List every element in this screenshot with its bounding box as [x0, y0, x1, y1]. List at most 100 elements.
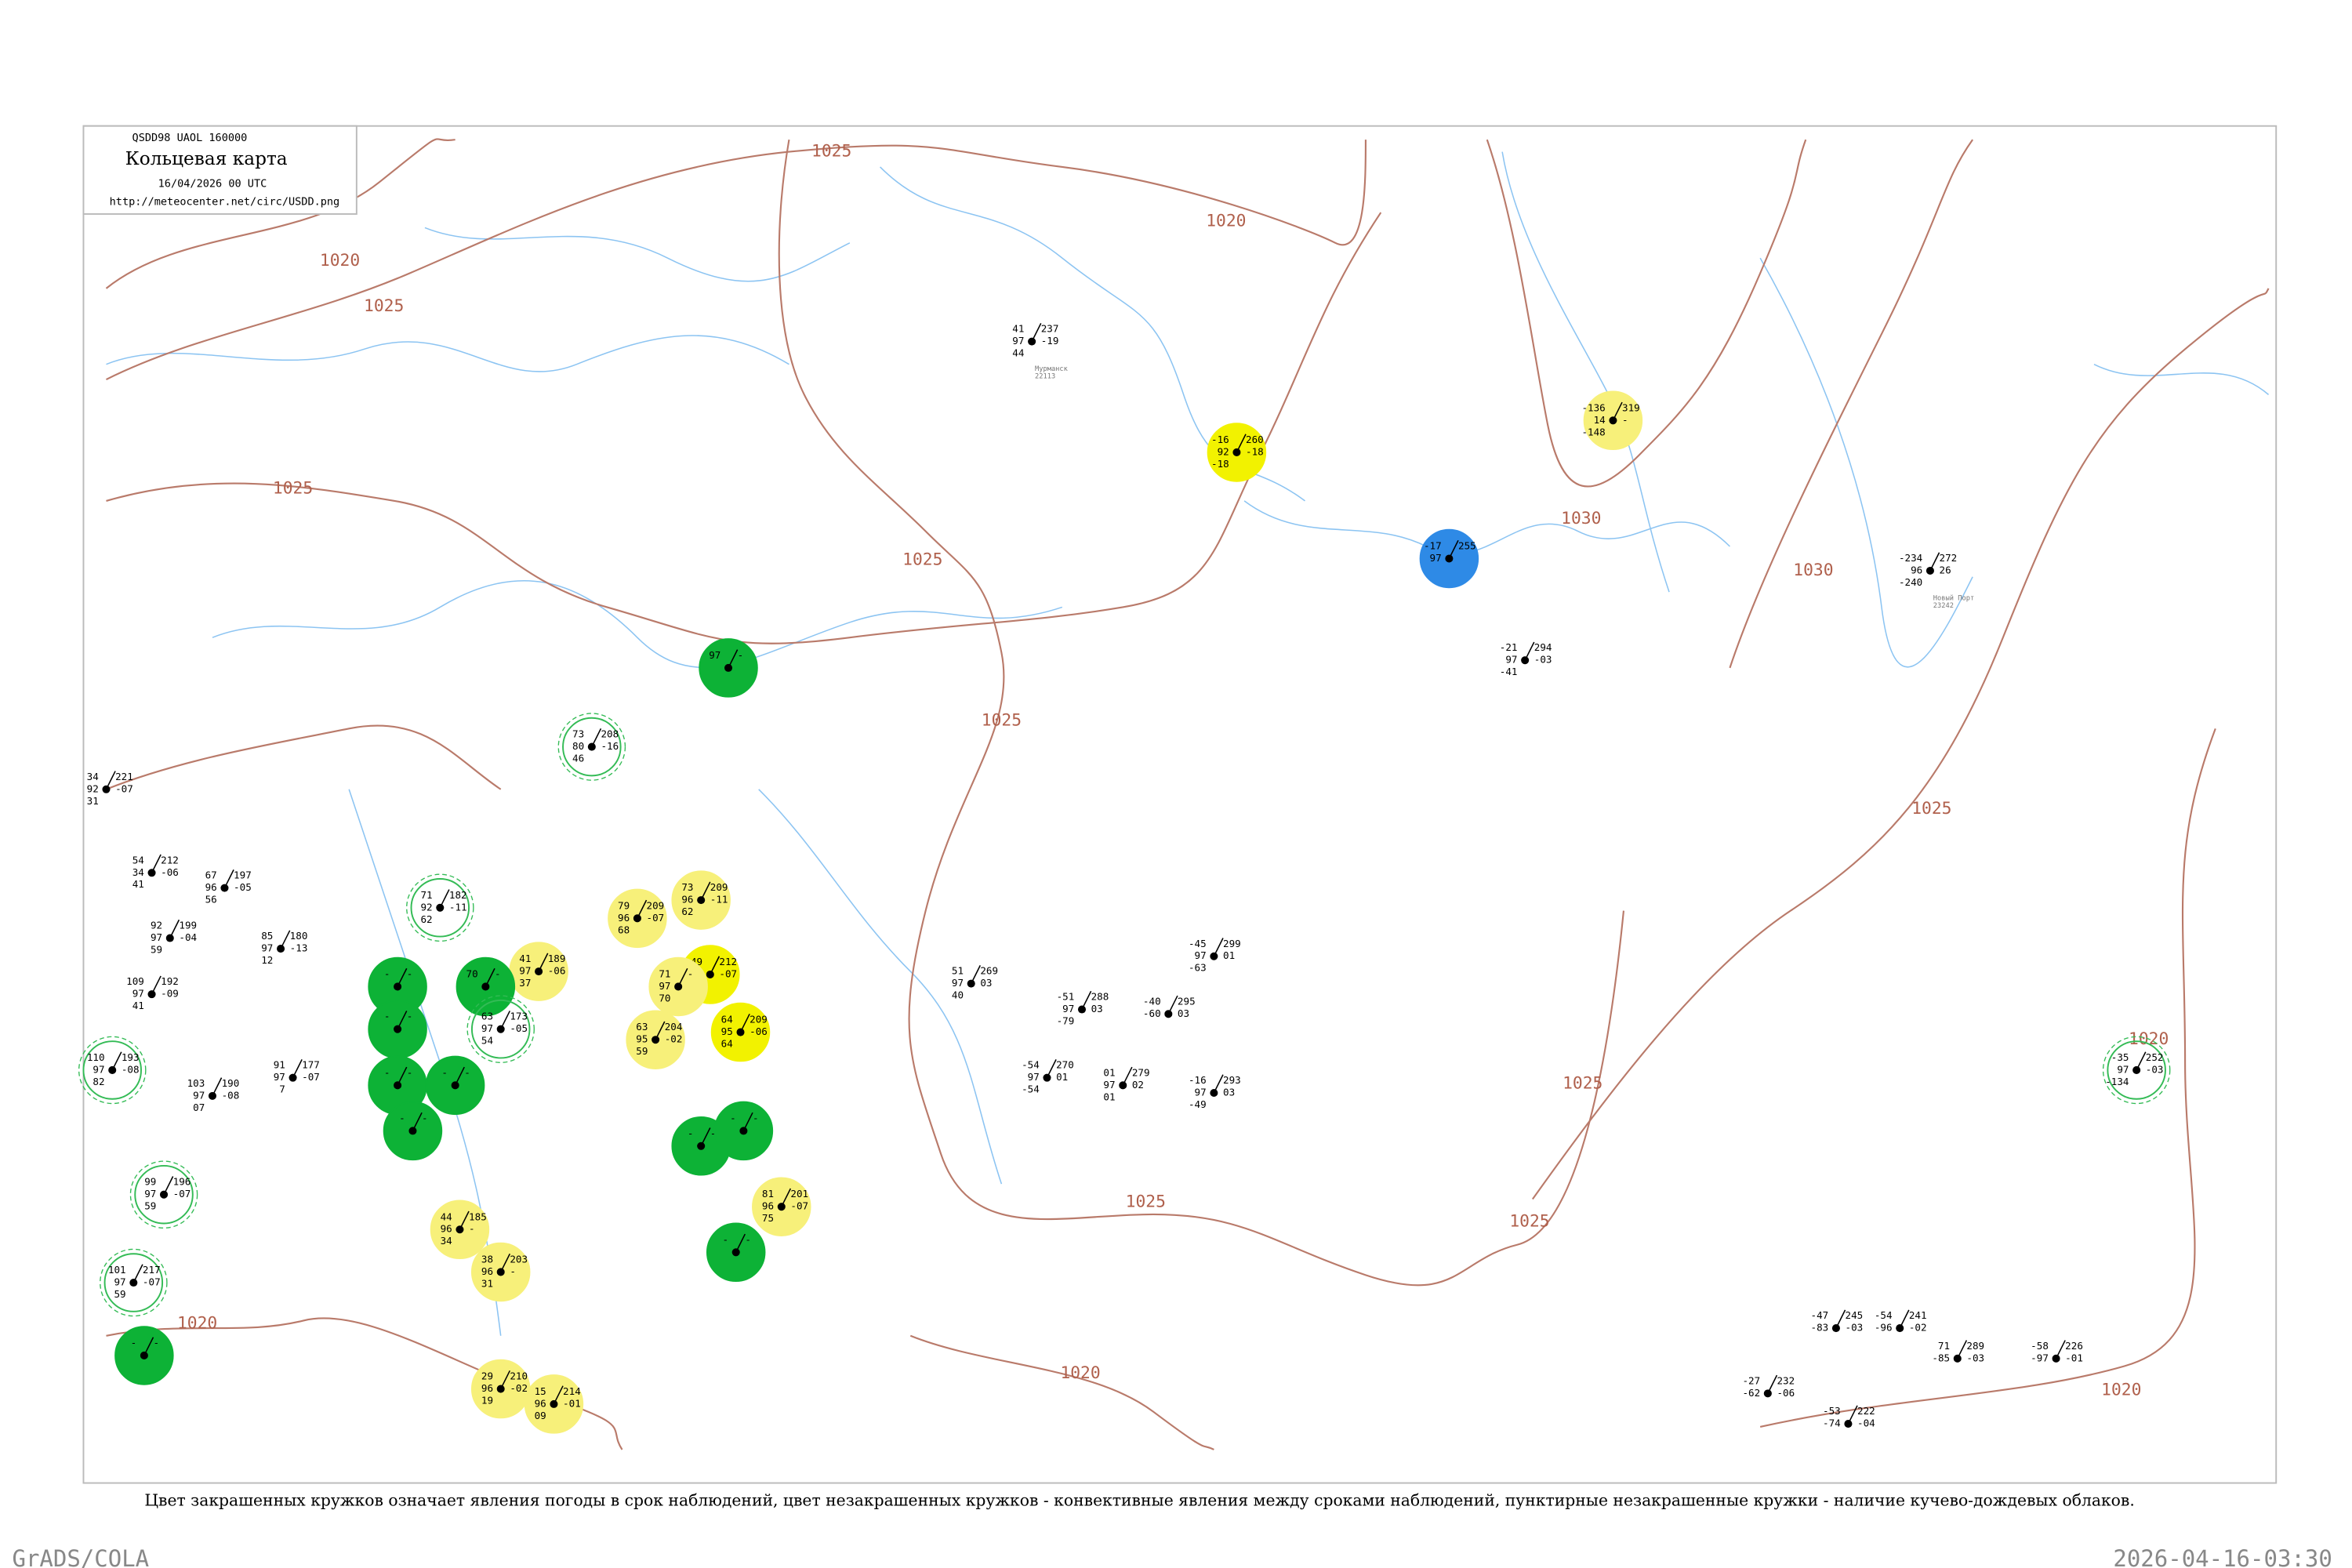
wind-barb: [500, 1011, 511, 1030]
wind-barb: [739, 1013, 750, 1033]
station-left-value: -234: [1899, 552, 1922, 564]
station-left-value: -60: [1143, 1007, 1161, 1019]
station-right-value: 288: [1091, 991, 1109, 1003]
station-right-value: 222: [1857, 1405, 1875, 1417]
wind-barb: [742, 1112, 753, 1131]
station-right-value: 260: [1246, 434, 1264, 445]
station-dot: [1896, 1324, 1904, 1333]
station-left-value: 96: [535, 1397, 546, 1409]
wind-barb: [397, 1011, 408, 1030]
station-left-value: 96: [481, 1265, 493, 1277]
wind-barb: [700, 881, 711, 901]
station-left-value: 97: [274, 1071, 285, 1083]
station-right-value: 03: [1178, 1007, 1189, 1019]
station-ring: [134, 1164, 194, 1225]
station-left-value: 110: [87, 1051, 105, 1063]
station-left-value: -: [384, 1066, 390, 1078]
station-right-value: -07: [143, 1276, 161, 1288]
wind-barb: [1213, 1074, 1224, 1094]
station-right-value: -: [407, 967, 413, 979]
station-dot: [496, 1268, 505, 1276]
isobar-label: 1030: [1793, 561, 1833, 580]
station-left-value: 97: [2117, 1063, 2129, 1075]
isobar-labels: 1025 1025 1025 1025 1025 1025 1025 1025 …: [177, 142, 2169, 1400]
station-left-value: 37: [519, 977, 531, 989]
wind-barb: [397, 967, 408, 987]
station: --: [368, 999, 427, 1059]
station-right-value: -02: [1909, 1322, 1927, 1334]
station-left-value: 96: [1911, 564, 1922, 575]
station-dot: [129, 1278, 138, 1287]
station-right-value: -07: [115, 782, 133, 794]
station-ring-dashed: [78, 1036, 147, 1105]
station-left-value: 63: [636, 1021, 648, 1033]
station-left-value: 97: [261, 942, 273, 954]
station-left-value: 91: [274, 1059, 285, 1071]
station-left-value: 67: [205, 869, 217, 881]
station-dot: [394, 1025, 402, 1033]
station-left-value: 01: [1103, 1091, 1115, 1102]
station-right-value: -07: [647, 912, 665, 924]
station-dot: [633, 914, 641, 923]
wind-barb: [1448, 539, 1459, 559]
station-left-value: 97: [144, 1188, 156, 1200]
station-right-value: 232: [1777, 1374, 1795, 1386]
station-left-value: 7: [279, 1083, 285, 1095]
station-dot: [220, 884, 229, 892]
station: 97 -: [699, 638, 758, 698]
station-right-value: 190: [222, 1077, 240, 1089]
wind-barb: [105, 771, 116, 790]
station-right-value: -03: [1846, 1322, 1864, 1334]
station-ring-dashed: [2102, 1036, 2171, 1105]
station-left-value: -83: [1811, 1322, 1829, 1334]
wind-barb: [710, 956, 720, 975]
station-left-value: -74: [1823, 1417, 1841, 1429]
station-left-value: -41: [1500, 666, 1518, 677]
station-left-value: 97: [1505, 654, 1517, 666]
station: --: [368, 1055, 427, 1116]
wind-barb: [439, 889, 450, 909]
isobar-label: 1020: [1060, 1363, 1100, 1383]
station-right-value: -07: [302, 1071, 320, 1083]
station-dot: [777, 1203, 786, 1211]
station-right-value: 269: [980, 965, 998, 977]
header-code: QSDD98 UAOL 160000: [132, 132, 248, 144]
station-dot: [706, 970, 714, 979]
station-ring-dashed: [466, 995, 535, 1063]
station-dot: [108, 1065, 117, 1074]
station-left-value: 82: [93, 1076, 104, 1087]
station-left-value: 92: [420, 901, 432, 913]
station-left-value: 96: [481, 1382, 493, 1394]
station-left-value: 41: [1012, 323, 1024, 335]
wind-barb: [212, 1077, 223, 1097]
station-dot: [496, 1385, 505, 1393]
station-right-value: -: [422, 1112, 428, 1123]
wind-barb: [728, 649, 739, 669]
station-left-value: -62: [1742, 1387, 1760, 1399]
wind-barb: [781, 1188, 792, 1207]
station-right-value: 237: [1041, 323, 1059, 335]
station-right-value: -02: [665, 1033, 683, 1045]
station-left-value: -51: [1057, 991, 1075, 1003]
station-dot: [739, 1127, 748, 1135]
station-left-value: -: [722, 1233, 728, 1245]
station-left-value: -: [688, 1127, 694, 1139]
wind-barb: [700, 1127, 711, 1147]
station-right-value: 182: [449, 889, 467, 901]
station-right-value: -: [153, 1337, 159, 1348]
station: -53-74 222-04: [1823, 1405, 1875, 1428]
station-left-value: 31: [481, 1277, 493, 1289]
station-left-value: 38: [481, 1253, 493, 1265]
station-right-value: -: [510, 1265, 516, 1277]
station-ring-dashed: [406, 873, 474, 942]
header-date: 16/04/2026 00 UTC: [158, 177, 267, 190]
wind-barb: [677, 967, 688, 987]
